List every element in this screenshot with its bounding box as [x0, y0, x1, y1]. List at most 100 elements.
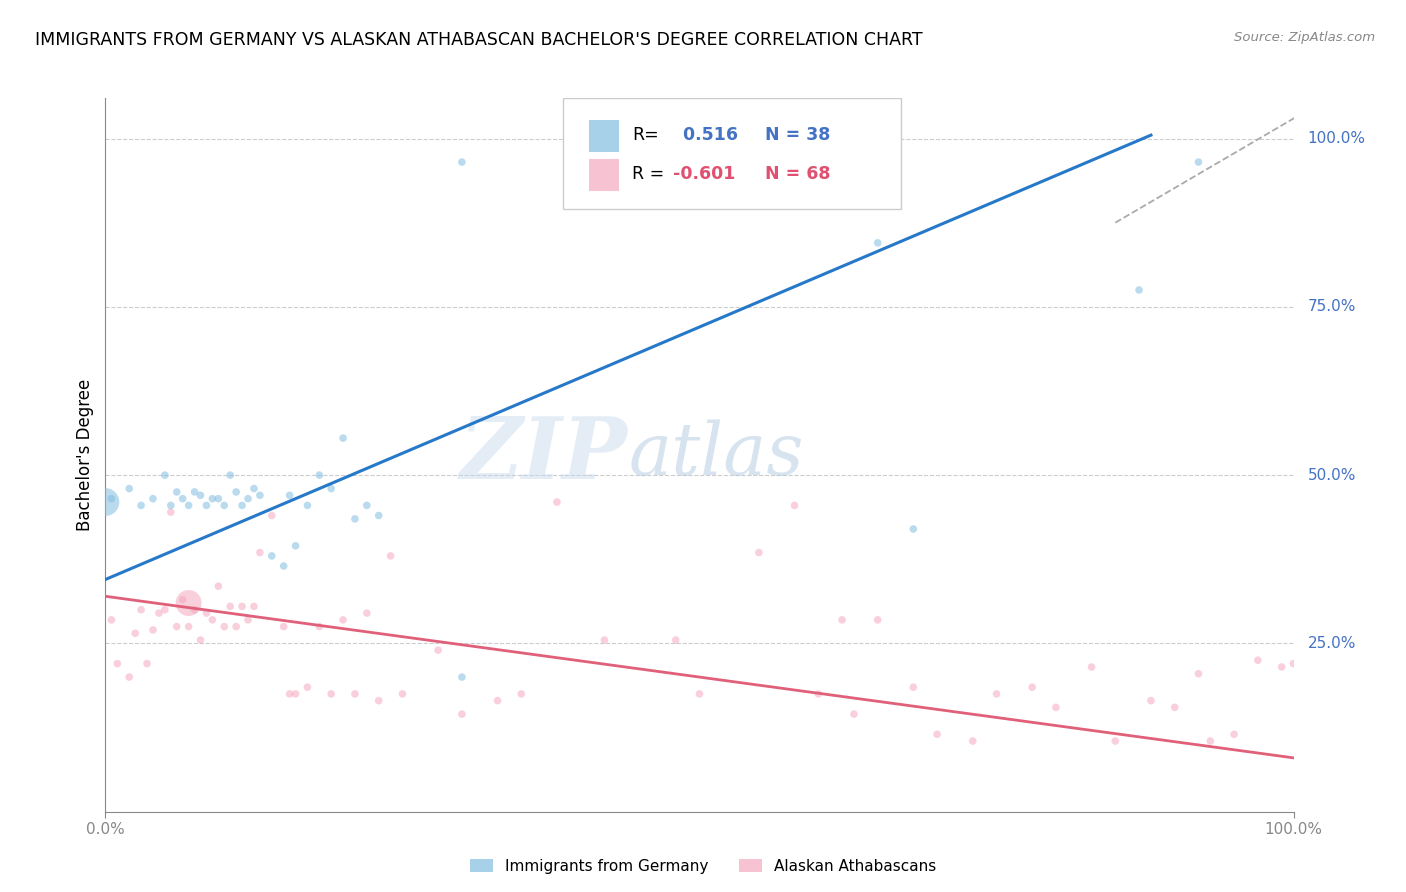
- Point: [297, 680, 319, 694]
- Text: 100.0%: 100.0%: [1308, 131, 1365, 146]
- Point: [391, 687, 413, 701]
- Point: [183, 603, 205, 617]
- Point: [1021, 680, 1043, 694]
- Point: [1164, 700, 1187, 714]
- Point: [1223, 727, 1246, 741]
- Point: [380, 549, 402, 563]
- Point: [214, 619, 236, 633]
- Point: [1104, 734, 1126, 748]
- Point: [177, 499, 200, 513]
- Point: [142, 623, 165, 637]
- Point: [321, 482, 343, 496]
- Point: [166, 619, 188, 633]
- Point: [278, 488, 301, 502]
- Point: [1282, 657, 1305, 671]
- Point: [231, 599, 253, 614]
- Point: [225, 485, 247, 500]
- Point: [159, 499, 181, 513]
- Point: [783, 499, 806, 513]
- Point: [903, 522, 925, 536]
- Point: [308, 619, 330, 633]
- Point: [866, 235, 889, 250]
- Point: [207, 491, 229, 506]
- FancyBboxPatch shape: [562, 98, 901, 209]
- Point: [172, 592, 194, 607]
- Point: [284, 687, 307, 701]
- Point: [962, 734, 984, 748]
- Point: [1187, 666, 1209, 681]
- Point: [986, 687, 1008, 701]
- Point: [450, 670, 472, 684]
- FancyBboxPatch shape: [589, 120, 619, 152]
- Point: [308, 468, 330, 483]
- Point: [249, 488, 271, 502]
- Text: N = 68: N = 68: [765, 166, 831, 184]
- Point: [450, 155, 472, 169]
- Point: [190, 633, 212, 648]
- Point: [1271, 660, 1294, 674]
- Point: [1247, 653, 1270, 667]
- Point: [219, 599, 242, 614]
- Point: [153, 468, 176, 483]
- Point: [367, 508, 389, 523]
- Text: 50.0%: 50.0%: [1308, 467, 1357, 483]
- Point: [273, 619, 295, 633]
- Point: [201, 613, 224, 627]
- Point: [748, 545, 770, 559]
- Point: [356, 499, 378, 513]
- Point: [153, 603, 176, 617]
- Point: [1140, 693, 1163, 707]
- Point: [546, 495, 568, 509]
- Text: R =: R =: [631, 166, 664, 184]
- Point: [343, 687, 366, 701]
- Point: [260, 549, 283, 563]
- Point: [278, 687, 301, 701]
- Point: [842, 707, 865, 722]
- Point: [124, 626, 146, 640]
- Point: [142, 491, 165, 506]
- Point: [284, 539, 307, 553]
- Point: [129, 499, 152, 513]
- Point: [450, 707, 472, 722]
- Point: [172, 491, 194, 506]
- Point: [367, 693, 389, 707]
- Point: [427, 643, 450, 657]
- Point: [356, 606, 378, 620]
- Text: ZIP: ZIP: [460, 413, 628, 497]
- Point: [866, 613, 889, 627]
- Point: [486, 693, 509, 707]
- Text: -0.601: -0.601: [673, 166, 735, 184]
- Point: [236, 491, 259, 506]
- Point: [100, 613, 122, 627]
- Point: [177, 619, 200, 633]
- Point: [273, 559, 295, 574]
- Point: [332, 431, 354, 445]
- Point: [148, 606, 170, 620]
- Point: [510, 687, 533, 701]
- Point: [183, 485, 205, 500]
- Point: [1128, 283, 1150, 297]
- Point: [297, 499, 319, 513]
- Text: N = 38: N = 38: [765, 127, 830, 145]
- Point: [1045, 700, 1067, 714]
- Y-axis label: Bachelor's Degree: Bachelor's Degree: [76, 379, 94, 531]
- Text: 0.516: 0.516: [676, 127, 738, 145]
- Point: [219, 468, 242, 483]
- Point: [807, 687, 830, 701]
- Text: 25.0%: 25.0%: [1308, 636, 1357, 651]
- Point: [105, 657, 128, 671]
- Point: [195, 499, 218, 513]
- Text: atlas: atlas: [628, 419, 804, 491]
- Point: [1080, 660, 1102, 674]
- Point: [159, 505, 181, 519]
- Point: [243, 599, 266, 614]
- Text: IMMIGRANTS FROM GERMANY VS ALASKAN ATHABASCAN BACHELOR'S DEGREE CORRELATION CHAR: IMMIGRANTS FROM GERMANY VS ALASKAN ATHAB…: [35, 31, 922, 49]
- Point: [207, 579, 229, 593]
- Point: [831, 613, 853, 627]
- Point: [689, 687, 711, 701]
- Point: [236, 613, 259, 627]
- Point: [1199, 734, 1222, 748]
- Point: [321, 687, 343, 701]
- Point: [665, 633, 688, 648]
- Point: [177, 596, 200, 610]
